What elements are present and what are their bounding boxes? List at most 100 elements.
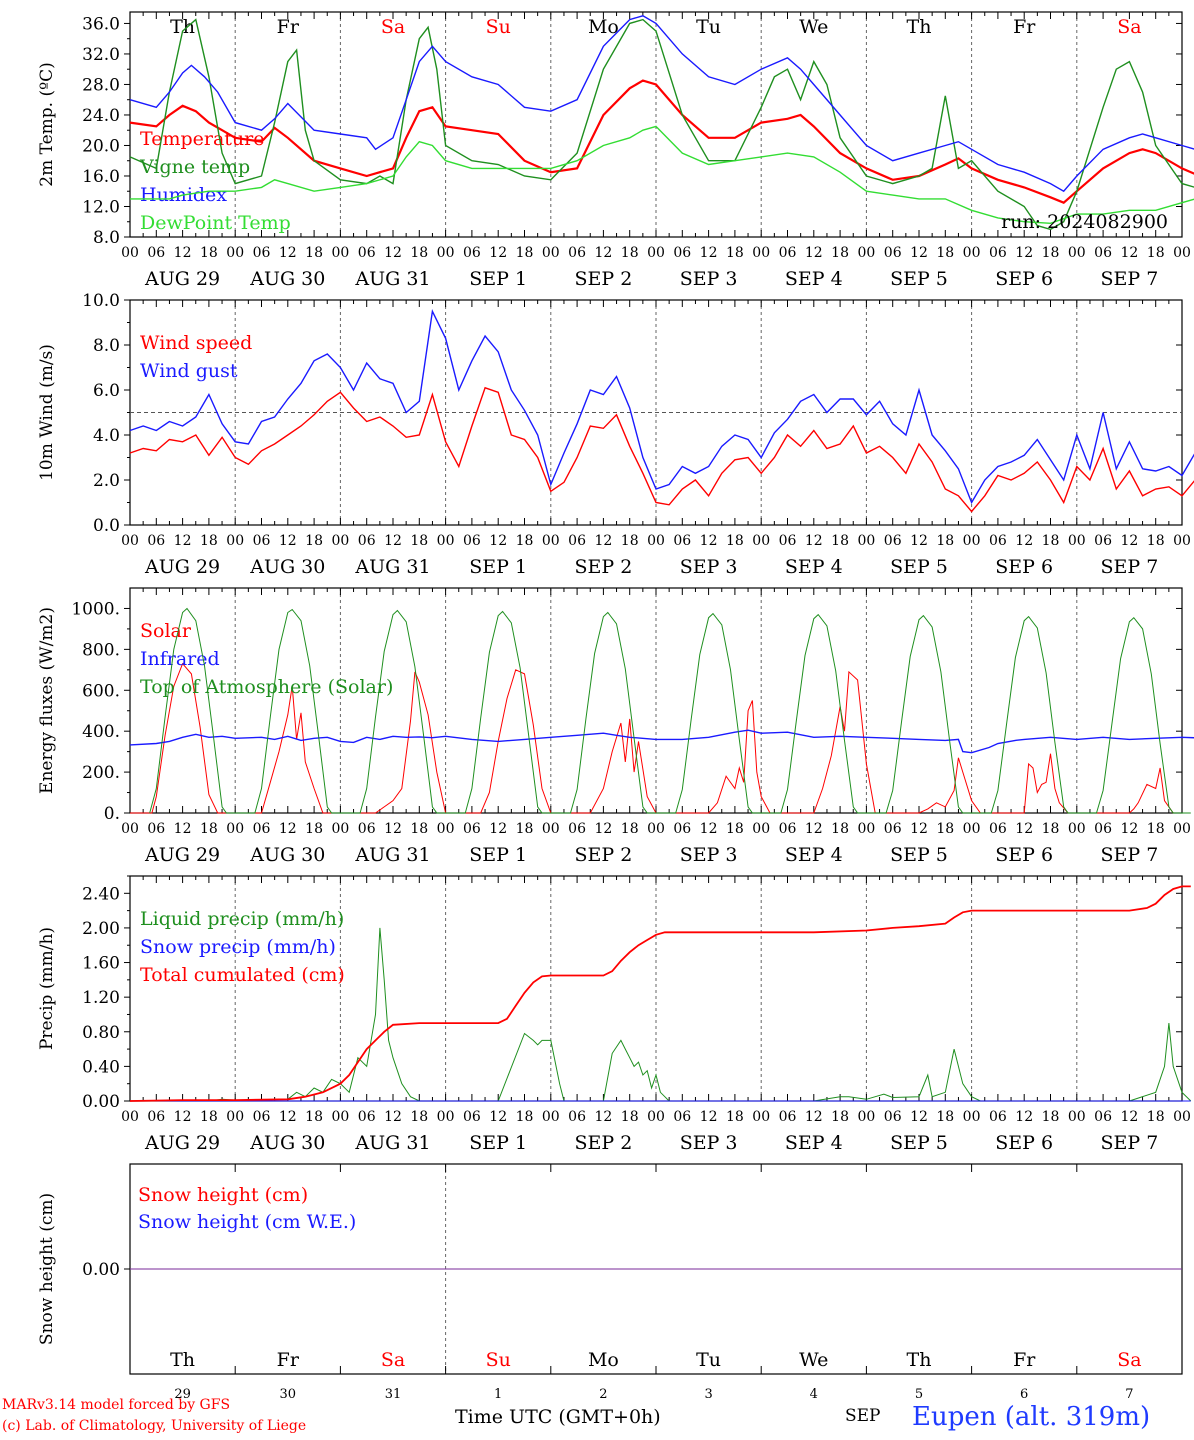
hour-tick-label: 00 <box>542 821 560 837</box>
y-tick-label: 8.0 <box>93 228 120 248</box>
weekday-label: Tu <box>696 16 721 38</box>
hour-tick-label: 12 <box>1015 245 1033 261</box>
hour-tick-label: 00 <box>1173 245 1191 261</box>
day-number-label: 5 <box>915 1387 923 1402</box>
date-label: SEP 1 <box>469 268 527 290</box>
model-credit: MARv3.14 model forced by GFS <box>2 1397 231 1413</box>
hour-tick-label: 06 <box>358 533 376 549</box>
hour-tick-label: 00 <box>1068 533 1086 549</box>
hour-tick-label: 06 <box>358 1109 376 1125</box>
hour-tick-label: 06 <box>989 1109 1007 1125</box>
hour-tick-label: 18 <box>1147 245 1165 261</box>
hour-tick-label: 06 <box>568 245 586 261</box>
hour-tick-label: 06 <box>884 245 902 261</box>
legend-entry: Snow height (cm) <box>138 1184 308 1206</box>
hour-tick-label: 12 <box>279 533 297 549</box>
date-label: AUG 31 <box>354 556 430 578</box>
hour-tick-label: 06 <box>779 821 797 837</box>
date-label: SEP 3 <box>680 1132 738 1154</box>
hour-tick-label: 00 <box>331 245 349 261</box>
hour-tick-label: 18 <box>200 821 218 837</box>
hour-tick-label: 12 <box>594 821 612 837</box>
day-number-label: 3 <box>704 1387 712 1402</box>
run-label: run: 2024082900 <box>1001 211 1168 233</box>
day-number-label: 31 <box>385 1387 402 1402</box>
hour-tick-label: 00 <box>226 821 244 837</box>
hour-tick-label: 18 <box>516 533 534 549</box>
y-tick-label: 0.00 <box>82 1092 120 1112</box>
hour-tick-label: 00 <box>752 533 770 549</box>
hour-tick-label: 00 <box>331 1109 349 1125</box>
hour-tick-label: 12 <box>700 533 718 549</box>
y-tick-label: 1.20 <box>82 988 120 1008</box>
hour-tick-label: 06 <box>253 533 271 549</box>
hour-tick-label: 00 <box>121 1109 139 1125</box>
legend-entry: Snow precip (mm/h) <box>140 936 336 958</box>
hour-tick-label: 06 <box>463 245 481 261</box>
weekday-label: Th <box>170 1349 195 1371</box>
hour-tick-label: 12 <box>384 533 402 549</box>
date-label: SEP 5 <box>890 556 948 578</box>
day-number-label: 7 <box>1125 1387 1133 1402</box>
y-tick-label: 2.40 <box>82 884 120 904</box>
series-line-liquid-precip-mm-h- <box>130 927 1192 1102</box>
hour-tick-label: 18 <box>410 533 428 549</box>
date-label: SEP 6 <box>995 556 1053 578</box>
hour-tick-label: 06 <box>673 1109 691 1125</box>
series-line-dewpoint-temp <box>130 125 1194 225</box>
hour-tick-label: 12 <box>384 1109 402 1125</box>
hour-tick-label: 18 <box>410 1109 428 1125</box>
weekday-label: Su <box>486 16 511 38</box>
hour-tick-label: 06 <box>1094 821 1112 837</box>
hour-tick-label: 06 <box>147 533 165 549</box>
legend-entry: Total cumulated (cm) <box>140 964 345 986</box>
hour-tick-label: 18 <box>305 821 323 837</box>
hour-tick-label: 00 <box>121 245 139 261</box>
hour-tick-label: 00 <box>752 821 770 837</box>
y-tick-label: 0.0 <box>93 516 120 536</box>
hour-tick-label: 12 <box>384 821 402 837</box>
hour-tick-label: 12 <box>384 245 402 261</box>
day-number-label: 4 <box>810 1387 818 1402</box>
station-label: Eupen (alt. 319m) <box>912 1402 1151 1432</box>
legend-entry: Wind gust <box>140 360 238 382</box>
hour-tick-label: 00 <box>752 245 770 261</box>
date-label: AUG 29 <box>144 556 220 578</box>
hour-tick-label: 06 <box>568 821 586 837</box>
weekday-label: Fr <box>277 16 300 38</box>
hour-tick-label: 00 <box>1173 821 1191 837</box>
hour-tick-label: 06 <box>463 1109 481 1125</box>
hour-tick-label: 18 <box>936 533 954 549</box>
month-label: SEP <box>845 1406 881 1426</box>
series-line-total-cumulated-cm- <box>129 885 1191 1102</box>
legend-entry: Snow height (cm W.E.) <box>138 1211 356 1233</box>
hour-tick-label: 18 <box>621 1109 639 1125</box>
date-label: AUG 30 <box>249 844 325 866</box>
date-label: SEP 5 <box>890 1132 948 1154</box>
hour-tick-label: 06 <box>147 821 165 837</box>
date-label: SEP 2 <box>574 844 632 866</box>
date-label: AUG 31 <box>354 1132 430 1154</box>
date-label: AUG 29 <box>144 268 220 290</box>
hour-tick-label: 12 <box>174 533 192 549</box>
weekday-label: Fr <box>277 1349 300 1371</box>
hour-tick-label: 12 <box>700 821 718 837</box>
hour-tick-label: 06 <box>253 245 271 261</box>
y-tick-label: 800. <box>82 640 120 660</box>
hour-tick-label: 06 <box>568 1109 586 1125</box>
date-label: SEP 2 <box>574 1132 632 1154</box>
date-label: SEP 1 <box>469 556 527 578</box>
y-tick-label: 2.0 <box>93 471 120 491</box>
hour-tick-label: 12 <box>910 533 928 549</box>
hour-tick-label: 12 <box>489 533 507 549</box>
weekday-label: Mo <box>588 16 619 38</box>
legend-entry: Temperature <box>140 128 264 150</box>
date-label: AUG 30 <box>249 268 325 290</box>
y-tick-label: 0.00 <box>82 1260 120 1280</box>
hour-tick-label: 18 <box>516 245 534 261</box>
weekday-label: Sa <box>381 16 405 38</box>
hour-tick-label: 18 <box>1147 533 1165 549</box>
hour-tick-label: 00 <box>857 821 875 837</box>
y-tick-label: 24.0 <box>82 106 120 126</box>
